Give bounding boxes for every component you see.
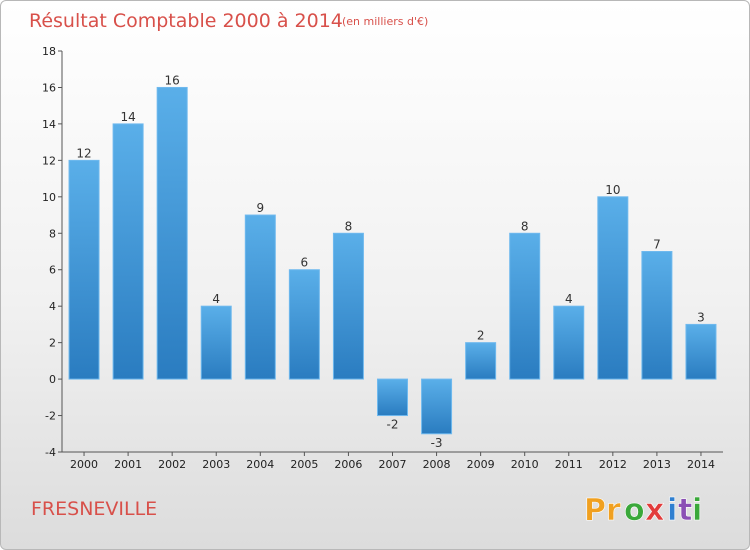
y-tick-label: 16 bbox=[42, 81, 56, 94]
bar bbox=[288, 269, 320, 380]
y-tick-label: -2 bbox=[45, 410, 56, 423]
x-tick-label: 2000 bbox=[70, 458, 98, 471]
bar bbox=[421, 378, 453, 435]
town-name: FRESNEVILLE bbox=[31, 498, 157, 520]
y-tick-label: 6 bbox=[49, 264, 56, 277]
bar bbox=[553, 305, 585, 380]
value-labels: 12 14 16 4 9 6 8 -2 -3 2 8 4 10 7 3 bbox=[76, 73, 704, 449]
logo-letter: i bbox=[692, 493, 702, 528]
bars-group bbox=[68, 86, 717, 435]
x-tick-label: 2012 bbox=[599, 458, 627, 471]
data-label: 12 bbox=[76, 146, 91, 160]
data-label: 4 bbox=[565, 292, 573, 306]
data-label: 8 bbox=[345, 219, 353, 233]
bar bbox=[244, 214, 276, 380]
data-label: 6 bbox=[301, 256, 309, 270]
y-tick-label: 0 bbox=[49, 373, 56, 386]
y-tick-label: 18 bbox=[42, 45, 56, 58]
x-tick-label: 2002 bbox=[158, 458, 186, 471]
data-label: 16 bbox=[165, 73, 180, 87]
y-tick-label: 2 bbox=[49, 337, 56, 350]
x-tick-label: 2013 bbox=[643, 458, 671, 471]
y-tick-label: 10 bbox=[42, 191, 56, 204]
bar bbox=[377, 378, 408, 417]
y-tick-label: 4 bbox=[49, 300, 56, 313]
data-label: -2 bbox=[387, 418, 399, 432]
bar bbox=[332, 232, 364, 380]
x-tick-label: 2004 bbox=[246, 458, 274, 471]
data-label: 2 bbox=[477, 329, 485, 343]
chart-title: Résultat Comptable 2000 à 2014 bbox=[29, 10, 343, 32]
x-tick-label: 2003 bbox=[202, 458, 230, 471]
x-tick-label: 2006 bbox=[334, 458, 362, 471]
data-label: 7 bbox=[653, 238, 661, 252]
logo-letter: o bbox=[624, 493, 645, 528]
x-tick-label: 2011 bbox=[555, 458, 583, 471]
bar bbox=[112, 123, 144, 380]
x-tick-label: 2009 bbox=[467, 458, 495, 471]
data-label: 4 bbox=[212, 292, 220, 306]
data-label: 14 bbox=[120, 110, 135, 124]
logo-letter: r bbox=[606, 493, 621, 528]
bar bbox=[200, 305, 232, 380]
x-tick-label: 2001 bbox=[114, 458, 142, 471]
data-label: 10 bbox=[605, 183, 620, 197]
y-tick-label: -4 bbox=[45, 446, 56, 459]
bar bbox=[465, 342, 497, 380]
bar bbox=[156, 86, 188, 380]
logo-letter: t bbox=[678, 493, 692, 528]
bar bbox=[685, 323, 717, 380]
y-tick-label: 12 bbox=[42, 154, 56, 167]
logo-letter: i bbox=[667, 493, 677, 528]
x-tick-label: 2010 bbox=[511, 458, 539, 471]
x-tick-label: 2005 bbox=[290, 458, 318, 471]
bar bbox=[68, 159, 100, 380]
logo-letter: P bbox=[584, 493, 606, 528]
data-label: 8 bbox=[521, 219, 529, 233]
x-tick-label: 2007 bbox=[379, 458, 407, 471]
bar bbox=[597, 196, 629, 380]
data-label: 3 bbox=[697, 310, 705, 324]
y-tick-label: 8 bbox=[49, 227, 56, 240]
chart-subtitle: (en milliers d'€) bbox=[342, 15, 428, 28]
x-tick-label: 2014 bbox=[687, 458, 715, 471]
x-tick-label: 2008 bbox=[423, 458, 451, 471]
data-label: 9 bbox=[256, 201, 264, 215]
logo-letter: x bbox=[645, 493, 664, 528]
data-label: -3 bbox=[431, 436, 443, 450]
axes: -4 -2 0 2 4 6 8 10 12 14 16 18 2000 2001 2002 2003 2004 2… bbox=[42, 45, 723, 471]
y-tick-label: 14 bbox=[42, 118, 56, 131]
bar bbox=[509, 232, 541, 380]
bar bbox=[641, 251, 673, 380]
